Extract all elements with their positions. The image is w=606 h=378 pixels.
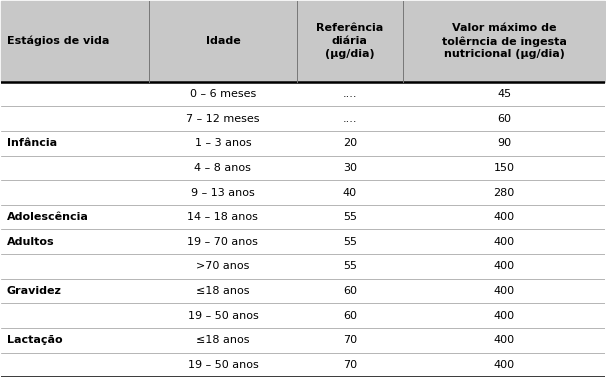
Text: 60: 60 [343, 311, 357, 321]
Text: >70 anos: >70 anos [196, 262, 250, 271]
Text: 0 – 6 meses: 0 – 6 meses [190, 89, 256, 99]
Text: 400: 400 [493, 360, 514, 370]
Text: 14 – 18 anos: 14 – 18 anos [187, 212, 258, 222]
Text: 30: 30 [343, 163, 357, 173]
Text: 90: 90 [497, 138, 511, 148]
Text: 400: 400 [493, 237, 514, 247]
Bar [1, 82, 605, 377]
Text: 400: 400 [493, 311, 514, 321]
Text: 150: 150 [493, 163, 514, 173]
Text: Estágios de vida: Estágios de vida [7, 36, 109, 46]
Bar [1, 1, 605, 82]
Text: 19 – 50 anos: 19 – 50 anos [187, 311, 258, 321]
Text: 20: 20 [343, 138, 357, 148]
Text: Adolescência: Adolescência [7, 212, 88, 222]
Text: ≤18 anos: ≤18 anos [196, 286, 250, 296]
Text: Referência
diária
(μg/dia): Referência diária (μg/dia) [316, 23, 384, 59]
Text: 45: 45 [497, 89, 511, 99]
Text: 55: 55 [343, 237, 357, 247]
Text: Valor máximo de
tolêrncia de ingesta
nutricional (μg/dia): Valor máximo de tolêrncia de ingesta nut… [442, 23, 567, 59]
Text: 7 – 12 meses: 7 – 12 meses [186, 114, 259, 124]
Text: Adultos: Adultos [7, 237, 55, 247]
Text: 9 – 13 anos: 9 – 13 anos [191, 187, 255, 198]
Text: 400: 400 [493, 286, 514, 296]
Text: ....: .... [342, 114, 357, 124]
Text: 40: 40 [343, 187, 357, 198]
Text: 400: 400 [493, 262, 514, 271]
Text: 70: 70 [343, 335, 357, 345]
Text: 60: 60 [497, 114, 511, 124]
Text: Gravidez: Gravidez [7, 286, 62, 296]
Text: 55: 55 [343, 212, 357, 222]
Text: 19 – 50 anos: 19 – 50 anos [187, 360, 258, 370]
Text: 19 – 70 anos: 19 – 70 anos [187, 237, 258, 247]
Text: 400: 400 [493, 335, 514, 345]
Text: 280: 280 [493, 187, 514, 198]
Text: 1 – 3 anos: 1 – 3 anos [195, 138, 251, 148]
Text: Infância: Infância [7, 138, 57, 148]
Text: 4 – 8 anos: 4 – 8 anos [195, 163, 251, 173]
Text: Lactação: Lactação [7, 335, 62, 345]
Text: 400: 400 [493, 212, 514, 222]
Text: 70: 70 [343, 360, 357, 370]
Text: ....: .... [342, 89, 357, 99]
Text: 60: 60 [343, 286, 357, 296]
Text: ≤18 anos: ≤18 anos [196, 335, 250, 345]
Text: Idade: Idade [205, 36, 240, 46]
Text: 55: 55 [343, 262, 357, 271]
